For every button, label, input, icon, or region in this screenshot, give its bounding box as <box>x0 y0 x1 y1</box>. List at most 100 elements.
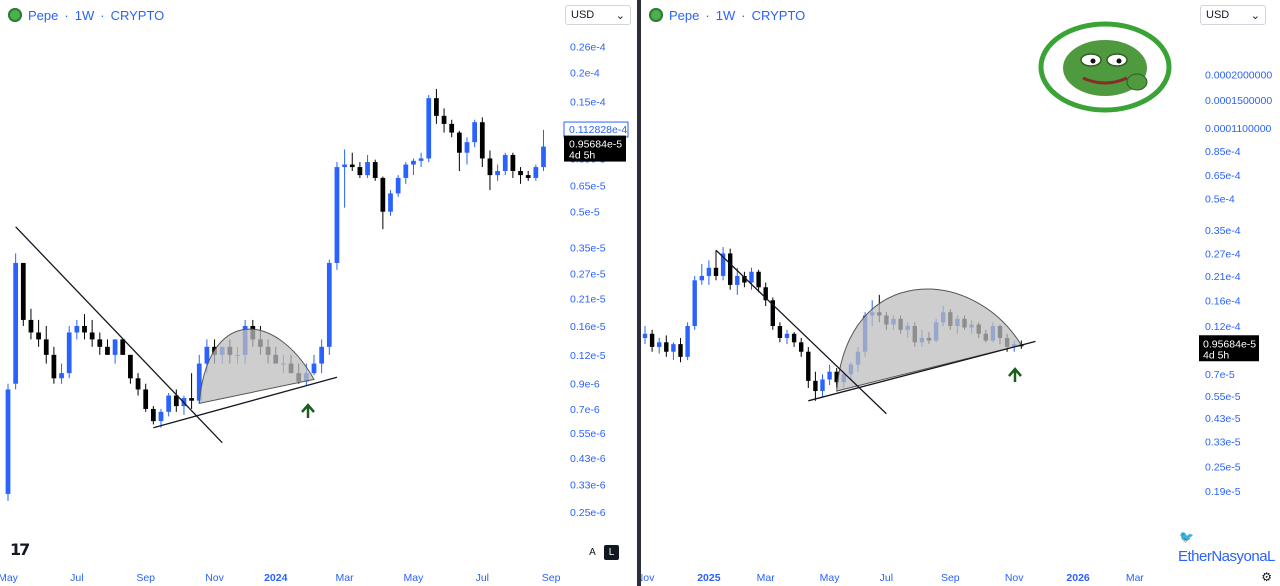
chevron-down-icon: ⌄ <box>615 9 625 22</box>
x-axis-tick-label: 2024 <box>264 572 288 584</box>
x-axis-tick-label: May <box>0 572 19 584</box>
pepe-logo-icon <box>8 8 22 22</box>
cup-pattern-shape <box>198 328 315 404</box>
candle-body <box>196 363 202 401</box>
candle-body <box>326 262 332 347</box>
current-price-label: 0.95684e-5 <box>1203 338 1256 350</box>
chart-panel-left[interactable]: 0.26e-40.2e-40.15e-40.85e-50.65e-50.5e-5… <box>0 0 637 586</box>
candle-body <box>120 339 126 355</box>
interval-label[interactable]: 1W <box>74 7 95 23</box>
separator-dot: · <box>705 7 710 23</box>
candle-body <box>372 162 378 178</box>
chart-canvas-left[interactable]: 0.26e-40.2e-40.15e-40.85e-50.65e-50.5e-5… <box>0 0 637 586</box>
candle-body <box>642 333 648 338</box>
x-axis-tick-label: Mar <box>757 572 776 584</box>
candle-body <box>749 271 754 283</box>
current-price-box <box>1199 335 1259 362</box>
symbol-name: Pepe <box>669 7 700 23</box>
frog-hand <box>1126 73 1148 91</box>
candle-body <box>411 160 416 165</box>
candle-body <box>334 167 340 263</box>
x-axis-tick-label: Jul <box>70 572 83 584</box>
candle-body <box>456 132 462 153</box>
currency-selector-right[interactable]: USD ⌄ <box>1200 5 1266 25</box>
candle-body <box>365 162 370 176</box>
y-axis-tick-label: 0.15e-4 <box>570 96 606 108</box>
y-axis-tick-label: 0.26e-4 <box>570 41 606 53</box>
candle-body <box>204 346 210 364</box>
cup-pattern-shape <box>836 288 1023 392</box>
settings-gear-icon[interactable]: ⚙ <box>1261 570 1272 584</box>
symbol-header-left[interactable]: Pepe · 1W · CRYPTO <box>8 6 164 24</box>
resistance-trendline <box>715 249 887 415</box>
candle-body <box>502 154 508 172</box>
auto-scale-button[interactable]: A <box>589 547 596 558</box>
candle-body <box>449 123 455 133</box>
y-axis-tick-label: 0.5e-5 <box>570 207 600 219</box>
symbol-name: Pepe <box>28 7 59 23</box>
candle-body <box>135 378 141 390</box>
y-axis-tick-label: 0.21e-4 <box>1205 271 1241 283</box>
symbol-header-right[interactable]: Pepe · 1W · CRYPTO <box>649 6 805 24</box>
separator-dot: · <box>100 7 105 23</box>
candle-body <box>441 115 447 124</box>
candle-body <box>664 342 669 352</box>
candle-body <box>112 339 118 355</box>
x-axis-tick-label: 2026 <box>1066 572 1090 584</box>
separator-dot: · <box>741 7 746 23</box>
candle-body <box>173 395 179 407</box>
currency-selector-left[interactable]: USD ⌄ <box>565 5 631 25</box>
candle-body <box>97 339 103 347</box>
candle-body <box>319 346 325 364</box>
frog-pupil <box>1116 58 1122 64</box>
x-axis-tick-label: Sep <box>941 572 960 584</box>
support-trendline <box>808 340 1036 402</box>
x-axis-tick-label: 2025 <box>697 572 721 584</box>
candle-body <box>770 300 776 326</box>
candle-body <box>13 262 19 384</box>
tradingview-logo-icon[interactable]: 17 <box>10 540 30 559</box>
y-axis-tick-label: 0.27e-4 <box>1205 248 1241 260</box>
candle-body <box>692 280 697 326</box>
candle-body <box>158 411 164 422</box>
chart-canvas-right[interactable]: 0.0002000000 0.0001500000 0.0001100000 0.85… <box>641 0 1280 586</box>
y-axis-tick-label: 0.27e-5 <box>570 269 606 281</box>
candle-body <box>311 363 317 374</box>
log-scale-button[interactable]: L <box>604 545 619 560</box>
y-axis-tick-label: 0.55e-6 <box>570 428 606 440</box>
y-axis-tick-label: 0.65e-4 <box>1205 170 1241 182</box>
candle-body <box>510 154 516 172</box>
current-price-box <box>564 135 626 162</box>
x-axis-tick-label: May <box>404 572 425 584</box>
interval-label[interactable]: 1W <box>715 7 736 23</box>
candle-body <box>813 380 818 392</box>
y-axis-tick-label: 0.43e-5 <box>1205 413 1241 425</box>
candle-body <box>403 164 409 178</box>
x-axis-tick-label: Mar <box>1126 572 1145 584</box>
candle-body <box>66 332 72 374</box>
candle-body <box>495 171 500 176</box>
candle-body <box>82 326 87 333</box>
candle-body <box>784 333 790 338</box>
y-axis-tick-label: 0.85e-4 <box>1205 146 1241 158</box>
currency-label: USD <box>571 9 595 21</box>
candle-body <box>820 379 825 392</box>
candle-body <box>727 253 733 285</box>
candle-body <box>479 122 485 159</box>
candle-body <box>742 275 747 283</box>
x-axis-tick-label: Nov <box>205 572 224 584</box>
candle-body <box>827 371 832 380</box>
twitter-bird-icon: 🐦 <box>1179 530 1194 544</box>
candle-body <box>349 164 355 168</box>
candle-body <box>518 171 523 176</box>
x-axis-tick-label: Sep <box>542 572 561 584</box>
chart-panel-right[interactable]: 0.0002000000 0.0001500000 0.0001100000 0.85… <box>641 0 1280 586</box>
candle-body <box>756 271 761 288</box>
y-axis-tick-label: 0.55e-5 <box>1205 391 1241 403</box>
y-axis-tick-label: 0.5e-4 <box>1205 193 1235 205</box>
candle-body <box>342 164 347 168</box>
candle-body <box>763 287 768 301</box>
candle-body <box>671 344 676 352</box>
candle-body <box>791 333 797 343</box>
candle-body <box>166 395 172 412</box>
